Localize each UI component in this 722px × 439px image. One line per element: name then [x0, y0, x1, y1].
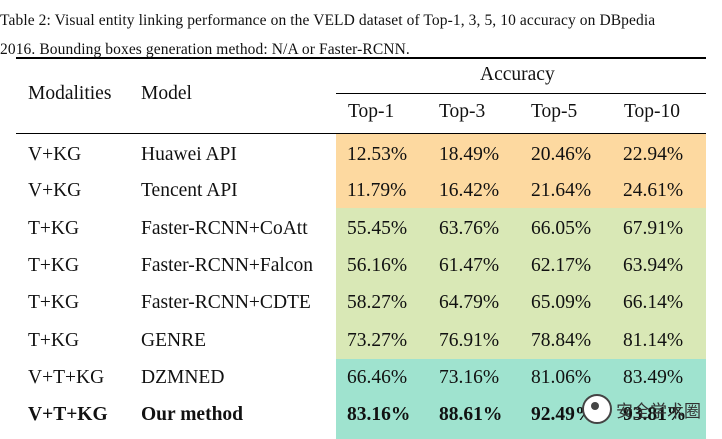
- row-2-top1: 11.79%: [347, 180, 407, 201]
- row-1-modality: V+KG: [28, 144, 82, 165]
- row-6-top10: 81.14%: [623, 330, 684, 351]
- row-7-model: DZMNED: [141, 367, 225, 388]
- text-rows-background: [336, 208, 706, 359]
- row-7-top10: 83.49%: [623, 367, 684, 388]
- wechat-logo-icon: [582, 394, 612, 424]
- watermark: 安全学术圈: [582, 392, 702, 426]
- row-3-top10: 67.91%: [623, 218, 684, 239]
- row-8-top3: 88.61%: [439, 404, 503, 425]
- row-1-top3: 18.49%: [439, 144, 500, 165]
- multimodal-rows-background: [336, 359, 706, 439]
- row-5-top5: 65.09%: [531, 292, 592, 313]
- row-4-top3: 61.47%: [439, 255, 500, 276]
- row-1-top5: 20.46%: [531, 144, 592, 165]
- row-4-top5: 62.17%: [531, 255, 592, 276]
- header-top1: Top-1: [348, 101, 395, 122]
- row-2-top3: 16.42%: [439, 180, 500, 201]
- row-1-top10: 22.94%: [623, 144, 684, 165]
- watermark-text: 安全学术圈: [616, 401, 701, 422]
- row-7-top1: 66.46%: [347, 367, 408, 388]
- row-2-model: Tencent API: [141, 180, 238, 201]
- row-3-top5: 66.05%: [531, 218, 592, 239]
- header-modalities: Modalities: [28, 83, 112, 104]
- header-model: Model: [141, 83, 192, 104]
- row-6-top1: 73.27%: [347, 330, 408, 351]
- row-7-top5: 81.06%: [531, 367, 592, 388]
- row-6-model: GENRE: [141, 330, 206, 351]
- row-1-top1: 12.53%: [347, 144, 408, 165]
- row-2-modality: V+KG: [28, 180, 82, 201]
- row-2-top5: 21.64%: [531, 180, 592, 201]
- caption-line-1: Table 2: Visual entity linking performan…: [0, 12, 656, 29]
- row-3-top1: 55.45%: [347, 218, 408, 239]
- row-1-model: Huawei API: [141, 144, 237, 165]
- accuracy-rule: [336, 93, 706, 94]
- row-8-top1: 83.16%: [347, 404, 411, 425]
- row-5-modality: T+KG: [28, 292, 80, 313]
- table-caption: Table 2: Visual entity linking performan…: [0, 6, 722, 64]
- header-top10: Top-10: [624, 101, 681, 122]
- row-8-top5: 92.49%: [531, 404, 595, 425]
- row-4-top1: 56.16%: [347, 255, 408, 276]
- row-3-model: Faster-RCNN+CoAtt: [141, 218, 308, 239]
- row-8-top10: 93.81%: [623, 404, 687, 425]
- header-accuracy: Accuracy: [480, 64, 555, 85]
- row-5-model: Faster-RCNN+CDTE: [141, 292, 311, 313]
- header-rule: [16, 133, 706, 134]
- row-2-top10: 24.61%: [623, 180, 684, 201]
- row-3-modality: T+KG: [28, 218, 80, 239]
- row-7-modality: V+T+KG: [28, 367, 105, 388]
- row-4-top10: 63.94%: [623, 255, 684, 276]
- caption-line-2: 2016. Bounding boxes generation method: …: [0, 41, 410, 58]
- row-6-top3: 76.91%: [439, 330, 500, 351]
- row-6-top5: 78.84%: [531, 330, 592, 351]
- row-5-top10: 66.14%: [623, 292, 684, 313]
- row-5-top3: 64.79%: [439, 292, 500, 313]
- row-8-modality: V+T+KG: [28, 404, 108, 425]
- row-7-top3: 73.16%: [439, 367, 500, 388]
- header-top3: Top-3: [439, 101, 486, 122]
- row-5-top1: 58.27%: [347, 292, 408, 313]
- header-top5: Top-5: [531, 101, 578, 122]
- row-3-top3: 63.76%: [439, 218, 500, 239]
- row-6-modality: T+KG: [28, 330, 80, 351]
- row-4-modality: T+KG: [28, 255, 80, 276]
- row-8-model: Our method: [141, 404, 244, 425]
- api-rows-background: [336, 134, 706, 208]
- row-4-model: Faster-RCNN+Falcon: [141, 255, 314, 276]
- top-rule: [16, 57, 706, 59]
